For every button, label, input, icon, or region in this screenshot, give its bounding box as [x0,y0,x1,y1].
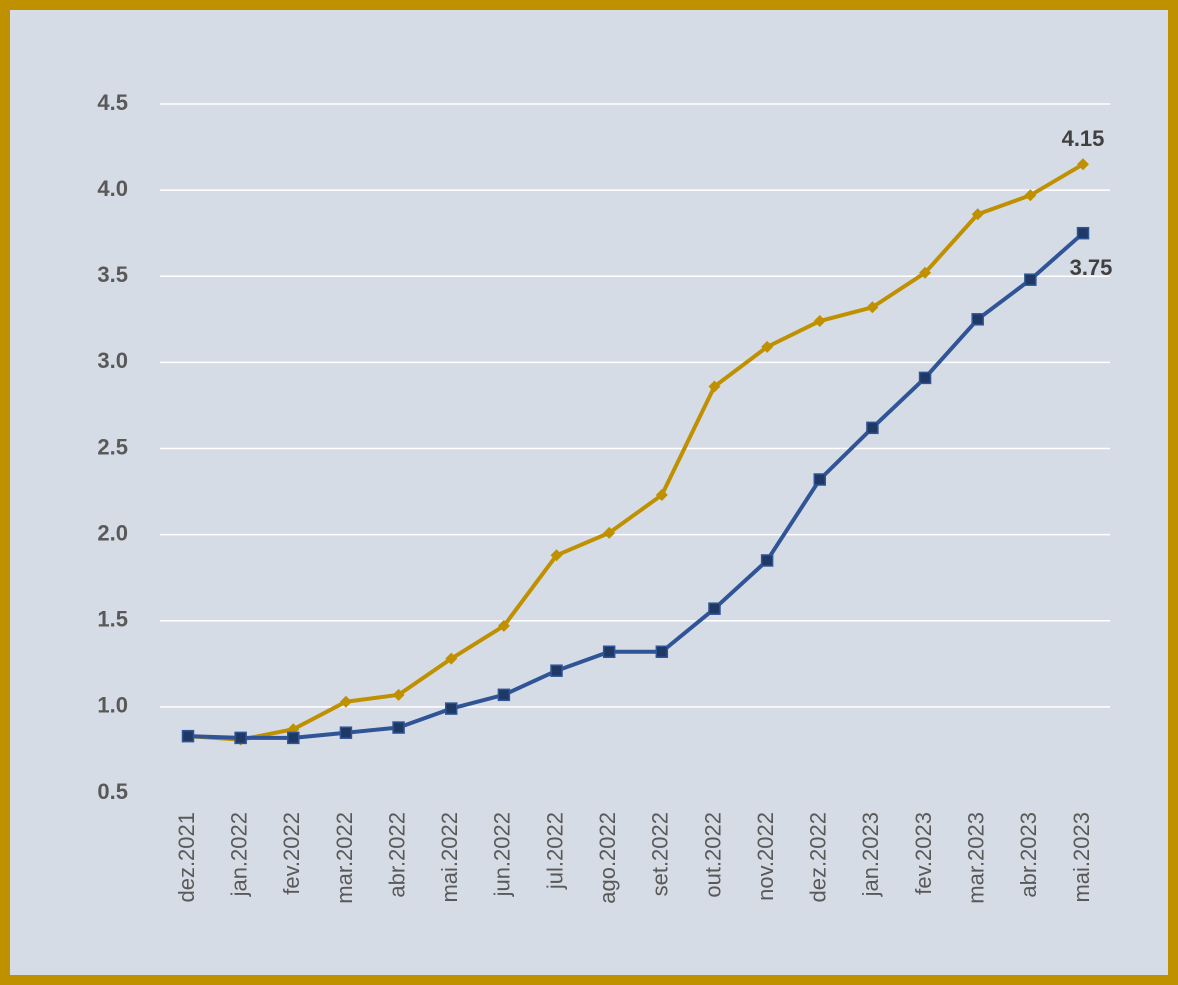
marker [181,729,195,743]
marker [392,721,405,734]
x-tick-label: mai.2022 [437,812,462,903]
marker [971,208,984,221]
marker [1024,273,1037,286]
marker [339,726,353,739]
y-tick-label: 1.0 [97,693,128,718]
marker [603,526,616,539]
marker [866,301,879,314]
series-line [187,162,1085,742]
marker [445,652,458,665]
y-tick-label: 0.5 [97,779,128,804]
x-tick-label: jun.2022 [490,812,515,897]
marker [760,554,774,567]
x-tick-label: out.2022 [700,812,725,898]
x-tick-label: mar.2022 [332,812,357,904]
marker [655,489,668,502]
x-tick-label: set.2022 [648,812,673,896]
marker [234,731,247,745]
marker [918,371,932,385]
marker [708,602,721,615]
data-label: 4.15 [1062,126,1105,151]
x-tick-label: dez.2022 [806,812,831,903]
x-tick-label: mai.2023 [1069,812,1094,903]
marker [287,731,300,745]
y-tick-label: 3.0 [97,348,128,373]
marker [866,421,879,435]
marker [602,645,616,659]
marker [550,664,563,677]
marker [761,340,774,353]
x-tick-label: abr.2023 [1016,812,1041,898]
y-tick-label: 2.5 [97,434,128,459]
marker [1076,226,1090,240]
data-label: 3.75 [1070,255,1113,280]
y-tick-label: 4.5 [97,90,128,115]
marker [813,473,827,486]
x-tick-label: dez.2021 [174,812,199,903]
marker [339,695,352,708]
y-tick-label: 4.0 [97,176,128,201]
x-tick-label: ago.2022 [595,812,620,904]
marker [550,549,563,562]
x-tick-label: mar.2023 [964,812,989,904]
y-tick-label: 2.0 [97,520,128,545]
marker [1077,158,1089,171]
x-tick-label: fev.2022 [279,812,304,895]
y-tick-label: 1.5 [97,607,128,632]
marker [813,315,826,328]
x-tick-label: fev.2023 [911,812,936,895]
marker [971,313,984,326]
y-tick-label: 3.5 [97,262,128,287]
marker [444,702,458,715]
x-tick-label: nov.2022 [753,812,778,901]
marker [497,619,510,632]
marker [497,688,511,702]
marker [1024,189,1037,202]
marker [708,380,721,393]
x-tick-label: jul.2022 [542,812,567,890]
x-tick-label: jan.2022 [226,812,251,897]
x-tick-label: abr.2022 [384,812,409,898]
x-tick-label: jan.2023 [858,812,883,897]
marker [392,688,405,701]
series-line [187,231,1085,740]
marker [655,645,669,659]
marker [919,266,932,279]
